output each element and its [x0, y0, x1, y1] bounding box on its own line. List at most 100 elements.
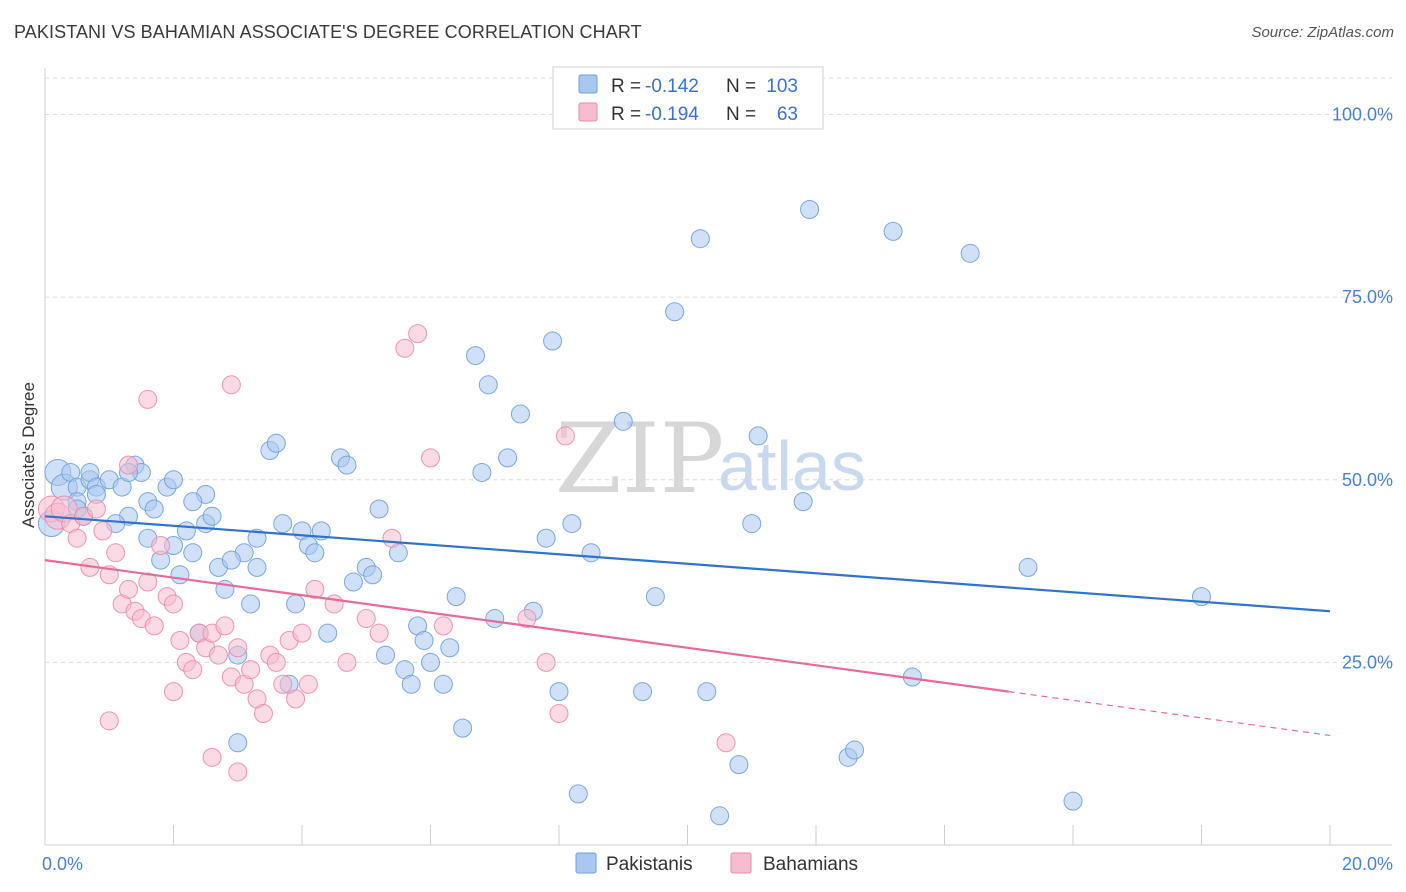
- bahamian-point: [183, 660, 203, 680]
- y-tick-label: 75.0%: [1342, 287, 1393, 307]
- bahamian-point: [337, 652, 357, 672]
- y-tick-label: 50.0%: [1342, 470, 1393, 490]
- pakistani-point: [369, 499, 389, 519]
- pakistani-point: [549, 682, 569, 702]
- pakistani-point: [414, 630, 434, 650]
- bahamian-point: [549, 704, 569, 724]
- bahamian-point: [119, 579, 139, 599]
- bahamian-point: [716, 733, 736, 753]
- pakistani-point: [690, 229, 710, 249]
- pakistani-point: [710, 806, 730, 826]
- pakistani-point: [144, 499, 164, 519]
- pakistani-point: [170, 565, 190, 585]
- pakistani-point: [543, 331, 563, 351]
- legend-n-label-2: N =: [726, 104, 756, 125]
- legend-r-label-1: R =: [611, 76, 641, 97]
- pakistani-point: [478, 375, 498, 395]
- bottom-legend: Pakistanis Bahamians: [575, 852, 858, 875]
- bahamian-point: [555, 426, 575, 446]
- pakistani-point: [793, 492, 813, 512]
- pakistani-point: [318, 623, 338, 643]
- bahamian-point: [356, 609, 376, 629]
- bahamian-point: [517, 609, 537, 629]
- watermark: ZIP atlas: [555, 403, 866, 515]
- bahamian-point: [286, 689, 306, 709]
- pakistani-point: [498, 448, 518, 468]
- pakistani-point: [183, 543, 203, 563]
- bahamian-point: [421, 448, 440, 468]
- pakistani-point: [305, 543, 325, 563]
- source-label: Source: ZipAtlas.com: [1251, 24, 1394, 41]
- y-tick-labels: 25.0% 50.0% 75.0% 100.0%: [1332, 105, 1393, 673]
- pakistani-point: [343, 572, 363, 592]
- legend-box: R = -0.142 N = 103 R = -0.194 N = 63: [552, 66, 824, 130]
- pakistani-point: [742, 514, 762, 534]
- pakistani-point: [472, 462, 492, 482]
- bahamian-point: [202, 747, 222, 767]
- bottom-legend-swatch-bahamians: [730, 852, 752, 874]
- pakistani-point: [433, 674, 453, 694]
- bahamian-point: [221, 375, 241, 395]
- pakistani-trend-line: [44, 515, 1331, 613]
- pakistani-point: [697, 682, 717, 702]
- pakistani-point: [337, 455, 357, 475]
- pakistani-point: [241, 594, 261, 614]
- bahamian-point: [151, 536, 171, 556]
- pakistani-point: [568, 784, 588, 804]
- bahamian-point: [86, 499, 106, 519]
- bahamian-point: [170, 630, 190, 650]
- bahamian-point: [164, 594, 183, 614]
- pakistani-point: [485, 609, 505, 629]
- pakistani-point: [164, 470, 183, 490]
- bahamian-point: [93, 521, 113, 541]
- pakistani-point: [266, 433, 286, 453]
- pakistani-point: [645, 587, 665, 607]
- legend-frame: [552, 66, 824, 130]
- pakistani-point: [465, 346, 485, 366]
- pakistani-point: [536, 528, 556, 548]
- pakistani-point: [363, 565, 383, 585]
- trend-lines: [44, 515, 1331, 737]
- y-tick-label: 25.0%: [1342, 652, 1393, 672]
- x-tick-label: 0.0%: [42, 854, 83, 874]
- pakistani-point: [421, 652, 440, 672]
- pakistani-point: [665, 302, 685, 322]
- legend-r-label-2: R =: [611, 104, 641, 125]
- pakistani-point: [729, 755, 749, 775]
- bahamian-point: [369, 623, 389, 643]
- bottom-legend-swatch-pakistanis: [575, 852, 597, 874]
- legend-r-value-2: -0.194: [645, 104, 699, 125]
- bahamian-point: [228, 638, 248, 658]
- bahamian-point: [106, 543, 126, 563]
- pakistani-point: [1018, 557, 1038, 577]
- bahamian-point: [433, 616, 453, 636]
- pakistanis-points: [37, 199, 1211, 826]
- pakistani-point: [176, 521, 196, 541]
- pakistani-point: [273, 514, 293, 534]
- pakistani-point: [286, 594, 306, 614]
- axes: [44, 68, 1392, 846]
- pakistani-point: [247, 557, 267, 577]
- pakistani-point: [376, 645, 396, 665]
- pakistani-point: [446, 587, 466, 607]
- bottom-legend-bahamians: Bahamians: [763, 854, 858, 875]
- pakistani-point: [960, 243, 980, 263]
- bahamian-trend-line-extension: [1008, 691, 1331, 737]
- bahamian-point: [119, 455, 139, 475]
- legend-r-value-1: -0.142: [645, 76, 699, 97]
- legend-n-label-1: N =: [726, 76, 756, 97]
- chart-title: PAKISTANI VS BAHAMIAN ASSOCIATE'S DEGREE…: [14, 22, 642, 42]
- pakistani-point: [453, 718, 473, 738]
- bahamian-point: [305, 579, 325, 599]
- pakistani-point: [883, 221, 903, 241]
- bahamian-point: [266, 652, 286, 672]
- bahamian-point: [228, 762, 248, 782]
- watermark-atlas: atlas: [718, 427, 866, 505]
- bahamian-point: [138, 389, 158, 409]
- watermark-zip: ZIP: [555, 403, 724, 515]
- pakistani-point: [183, 492, 203, 512]
- pakistani-point: [633, 682, 653, 702]
- legend-swatch-bahamians: [578, 102, 598, 122]
- bahamian-point: [67, 528, 87, 548]
